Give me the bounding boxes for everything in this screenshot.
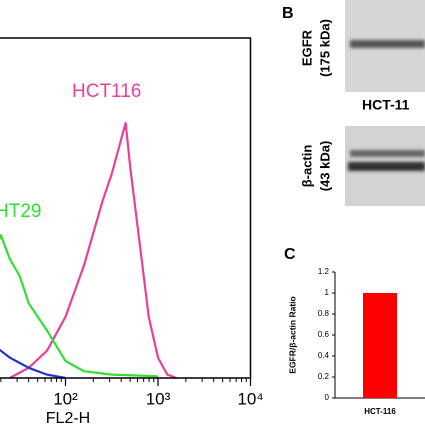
y-tick-label: 0.2 — [318, 372, 330, 381]
blot-band — [348, 162, 425, 171]
histogram-line — [0, 348, 66, 380]
x-tick-label: 10⁴ — [237, 389, 263, 408]
y-tick-label: 0.4 — [318, 351, 330, 360]
series-label: HCT116 — [72, 81, 141, 102]
bar — [363, 293, 397, 398]
panel-letter: C — [284, 246, 296, 263]
blot-band — [350, 40, 425, 48]
x-axis-label: FL2-H — [46, 410, 90, 425]
cell-line-label: HCT-11 — [362, 97, 410, 113]
blot-band — [350, 150, 425, 157]
x-tick-label: 10³ — [146, 389, 171, 408]
panel-letter: B — [282, 5, 294, 22]
histogram-line — [9, 121, 177, 380]
blot-label: (175 kDa) — [317, 19, 332, 77]
blot-label: (43 kDa) — [317, 141, 332, 192]
blot-label: β-actin — [299, 145, 314, 188]
plot-frame — [0, 37, 252, 379]
y-tick-label: 1.2 — [318, 267, 330, 276]
histogram-line — [0, 234, 159, 378]
x-tick-label: HCT-116 — [364, 407, 396, 416]
y-tick-label: 0.6 — [318, 330, 330, 339]
blot-label: EGFR — [299, 29, 314, 66]
x-tick-label: 10² — [53, 389, 78, 408]
y-tick-label: 0.8 — [318, 309, 330, 318]
y-tick-label: 0 — [325, 393, 330, 402]
series-label: HT29 — [0, 201, 41, 222]
y-tick-label: 1 — [325, 288, 330, 297]
y-axis-label: EGFR/β-actin Ratio — [287, 296, 297, 373]
